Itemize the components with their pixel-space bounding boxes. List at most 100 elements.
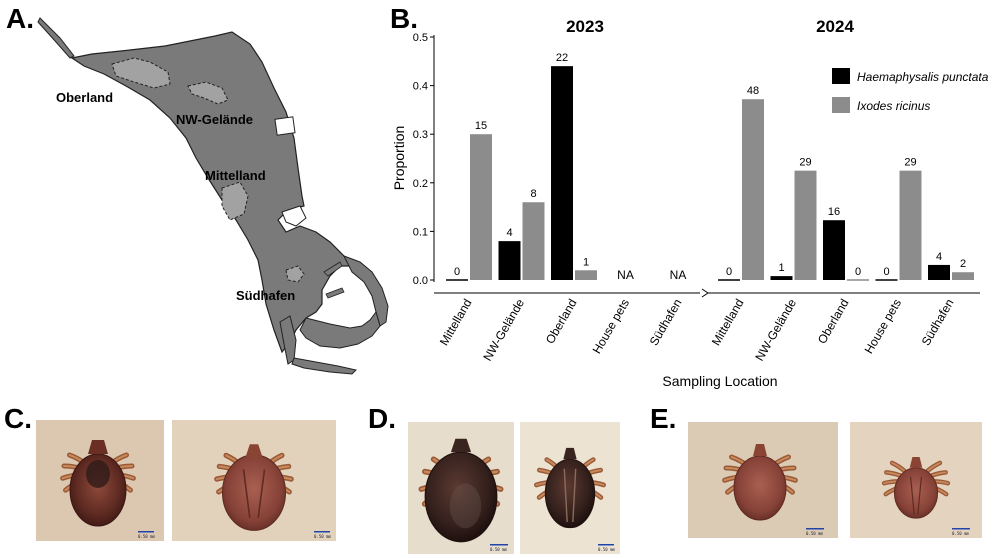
data-label-2023-s-dhafen-na: NA [670,268,687,282]
data-label-2024-nw-gel-nde-ixodes-ricinus: 29 [799,157,811,169]
photo-c1: 0.50 mm [36,420,164,541]
map-label-nw-gelaende: NW-Gelände [176,112,253,127]
map-zone-nw [187,81,229,105]
bar-2024-mittelland-ixodes-ricinus [742,99,764,280]
map-building [274,116,296,136]
bar-2024-nw-gel-nde-ixodes-ricinus [794,170,817,280]
map-harbour-breakwater [291,357,357,375]
panel-label-a: A. [6,3,34,34]
data-label-2023-nw-gel-nde-ixodes-ricinus: 8 [530,188,536,200]
map-spit [37,17,75,59]
y-tick-label-5: 0.5 [413,32,428,44]
data-label-2023-mittelland-haemaphysalis-punctata: 0 [454,266,460,278]
y-tick-label-2: 0.2 [413,178,428,190]
panel-label-d: D. [368,403,396,434]
x-axis-arrow [701,288,709,298]
y-tick-label-4: 0.4 [413,81,428,93]
x-tick-label-2023-mittelland: Mittelland [437,297,475,348]
data-label-2023-oberland-haemaphysalis-punctata: 22 [556,52,568,64]
scalebar-d1 [490,544,508,546]
bar-2023-oberland-ixodes-ricinus [575,270,597,280]
data-label-2024-s-dhafen-ixodes-ricinus: 2 [960,258,966,270]
bar-2024-s-dhafen-ixodes-ricinus [952,272,974,280]
data-label-2023-house-pets-na: NA [617,268,634,282]
map-panel: Oberland NW-Gelände Mittelland Südhafen [37,17,389,375]
bar-2024-house-pets-ixodes-ricinus [899,170,922,280]
tick-specimen-e2 [884,457,948,519]
data-label-2023-nw-gel-nde-haemaphysalis-punctata: 4 [506,227,512,239]
tick-specimen-c1 [63,440,134,527]
scalebar-d2 [598,544,614,546]
legend: Haemaphysalis punctata Ixodes ricinus [832,68,989,113]
map-landmass [70,31,358,354]
tick-specimen-e1 [725,444,796,521]
data-label-2024-s-dhafen-haemaphysalis-punctata: 4 [936,251,942,263]
x-tick-label-2024-mittelland: Mittelland [709,297,747,348]
scalebar-e2 [952,528,970,530]
map-label-mittelland: Mittelland [205,168,266,183]
map-inlet [281,205,307,227]
legend-label-ixodes: Ixodes ricinus [857,99,930,113]
x-tick-label-2024-nw-gel-nde: NW-Gelände [752,296,799,363]
y-axis-label: Proportion [391,126,407,191]
data-label-2023-oberland-ixodes-ricinus: 1 [583,256,589,268]
y-tick-label-3: 0.3 [413,129,428,141]
tick-specimen-d2 [536,447,603,529]
data-label-2024-oberland-ixodes-ricinus: 0 [855,266,861,278]
map-zone-oberland [111,57,171,89]
x-tick-label-2023-nw-gel-nde: NW-Gelände [480,296,527,363]
y-tick-label-1: 0.1 [413,226,428,238]
x-tick-label-2023-oberland: Oberland [543,297,580,347]
photo-e2: 0.50 mm [850,422,982,538]
photo-d1: 0.50 mm [408,422,514,554]
scalebar-e2-label: 0.50 mm [952,531,969,536]
scalebar-d2-label: 0.50 mm [598,547,615,552]
panel-label-e: E. [650,403,676,434]
x-tick-label-2023-s-dhafen: Südhafen [647,297,685,349]
bar-chart: 2023 2024 Proportion Sampling Location 0… [391,17,989,389]
scalebar-e1 [806,528,824,530]
tick-specimen-c2 [217,444,291,531]
bar-2023-mittelland-ixodes-ricinus [470,134,492,280]
bar-2023-oberland-haemaphysalis-punctata [551,66,573,280]
map-zone-suedhafen [285,265,305,283]
data-label-2024-nw-gel-nde-haemaphysalis-punctata: 1 [778,262,784,274]
map-pier-2 [325,287,345,299]
data-label-2024-mittelland-ixodes-ricinus: 48 [747,85,759,97]
bar-2024-nw-gel-nde-haemaphysalis-punctata [770,276,793,280]
scalebar-c2 [314,531,330,533]
data-label-2024-house-pets-haemaphysalis-punctata: 0 [883,266,889,278]
map-label-oberland: Oberland [56,90,113,105]
scalebar-d1-label: 0.50 mm [490,547,507,552]
map-harbour-east [342,255,389,327]
map-label-suedhafen: Südhafen [236,288,295,303]
chart-title-2024: 2024 [816,17,854,36]
photo-d2: 0.50 mm [520,422,620,554]
map-harbour-south [299,310,381,349]
legend-swatch-haemaphysalis [832,68,850,84]
data-label-2023-mittelland-ixodes-ricinus: 15 [475,120,487,132]
photo-e1: 0.50 mm [688,422,838,538]
x-tick-label-2024-house-pets: House pets [862,297,904,357]
panel-label-c: C. [4,403,32,434]
scalebar-c1-label: 0.50 mm [138,534,155,539]
chart-title-2023: 2023 [566,17,604,36]
legend-swatch-ixodes [832,97,850,113]
bar-2024-oberland-haemaphysalis-punctata [823,220,845,280]
y-tick-label-0: 0.0 [413,275,428,287]
panel-label-b: B. [390,3,418,34]
scalebar-c2-label: 0.50 mm [314,534,331,539]
bar-2024-s-dhafen-haemaphysalis-punctata [928,264,950,280]
x-tick-label-2024-oberland: Oberland [815,297,852,347]
bar-2023-nw-gel-nde-haemaphysalis-punctata [498,241,521,280]
x-axis-label: Sampling Location [662,373,777,389]
x-tick-label-2023-house-pets: House pets [590,297,632,357]
scalebar-c1 [138,531,154,533]
photo-c2: 0.50 mm [172,420,336,541]
map-zone-mittelland [221,181,249,221]
data-label-2024-house-pets-ixodes-ricinus: 29 [904,157,916,169]
data-label-2024-oberland-haemaphysalis-punctata: 16 [828,206,840,218]
legend-label-haemaphysalis: Haemaphysalis punctata [857,70,989,84]
data-label-2024-mittelland-haemaphysalis-punctata: 0 [726,266,732,278]
